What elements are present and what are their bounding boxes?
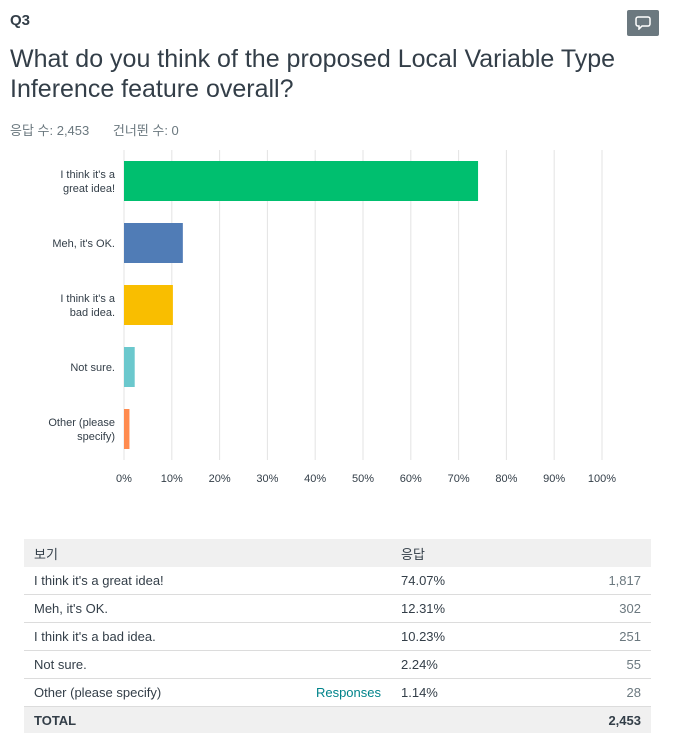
total-row: TOTAL 2,453 xyxy=(24,706,651,733)
count-cell: 302 xyxy=(581,594,651,623)
choice-cell: Other (please specify) xyxy=(24,678,281,707)
percent-cell: 74.07% xyxy=(391,567,581,595)
table-row: Meh, it's OK. 12.31% 302 xyxy=(24,594,651,623)
header-choice: 보기 xyxy=(24,539,391,567)
table-row: I think it's a bad idea. 10.23% 251 xyxy=(24,622,651,651)
comment-button[interactable] xyxy=(627,10,659,36)
x-tick-label: 20% xyxy=(209,473,231,485)
count-cell: 28 xyxy=(581,678,651,707)
response-table: 보기 응답 I think it's a great idea! 74.07% 1,… xyxy=(24,539,651,733)
choice-cell: I think it's a great idea! xyxy=(24,567,281,595)
percent-cell: 1.14% xyxy=(391,678,581,707)
responses-link xyxy=(281,650,391,679)
count-cell: 251 xyxy=(581,622,651,651)
bar xyxy=(124,285,173,325)
table-row: Other (please specify) Responses 1.14% 28 xyxy=(24,678,651,707)
total-spacer xyxy=(391,706,581,733)
bar xyxy=(124,347,135,387)
table-row: Not sure. 2.24% 55 xyxy=(24,650,651,679)
x-tick-label: 40% xyxy=(304,473,326,485)
percent-cell: 12.31% xyxy=(391,594,581,623)
x-tick-label: 50% xyxy=(352,473,374,485)
choice-cell: Meh, it's OK. xyxy=(24,594,281,623)
header-responses: 응답 xyxy=(391,539,651,567)
choice-cell: I think it's a bad idea. xyxy=(24,622,281,651)
count-cell: 1,817 xyxy=(581,567,651,595)
category-label: great idea! xyxy=(63,183,115,195)
bar xyxy=(124,223,183,263)
percent-cell: 2.24% xyxy=(391,650,581,679)
question-title: What do you think of the proposed Local … xyxy=(10,45,616,103)
bar xyxy=(124,161,479,201)
responses-link xyxy=(281,622,391,651)
x-tick-label: 0% xyxy=(116,473,132,485)
category-label: Other (please xyxy=(48,417,115,429)
category-label: I think it's a xyxy=(60,293,116,305)
bar-chart: 0% 10% 20% 30% 40% 50% 60% 70% 80% 90% 100% I think… xyxy=(48,150,616,485)
total-spacer xyxy=(281,706,391,733)
speech-bubble-icon xyxy=(635,16,651,30)
responses-link xyxy=(281,594,391,623)
choice-cell: Not sure. xyxy=(24,650,281,679)
x-tick-label: 60% xyxy=(400,473,422,485)
response-stats: 응답 수: 2,453 건너뛴 수: 0 xyxy=(10,120,199,139)
category-label: bad idea. xyxy=(70,307,115,319)
x-tick-label: 70% xyxy=(448,473,470,485)
table-header-row: 보기 응답 xyxy=(24,539,651,567)
total-count: 2,453 xyxy=(581,706,651,733)
answered-count: 응답 수: 2,453 xyxy=(10,123,90,138)
total-label: TOTAL xyxy=(24,706,281,733)
bar xyxy=(124,409,130,449)
count-cell: 55 xyxy=(581,650,651,679)
responses-link[interactable]: Responses xyxy=(281,678,391,707)
percent-cell: 10.23% xyxy=(391,622,581,651)
skipped-count: 건너뛴 수: 0 xyxy=(112,123,179,138)
question-number: Q3 xyxy=(10,12,31,29)
category-label: I think it's a xyxy=(60,169,116,181)
x-tick-label: 80% xyxy=(495,473,517,485)
table-row: I think it's a great idea! 74.07% 1,817 xyxy=(24,567,651,595)
x-tick-label: 30% xyxy=(256,473,278,485)
x-tick-label: 10% xyxy=(161,473,183,485)
category-label: Not sure. xyxy=(70,362,115,374)
responses-link xyxy=(281,567,391,595)
x-tick-label: 100% xyxy=(588,473,616,485)
x-tick-label: 90% xyxy=(543,473,565,485)
category-label: specify) xyxy=(77,431,115,443)
category-label: Meh, it's OK. xyxy=(52,238,115,250)
